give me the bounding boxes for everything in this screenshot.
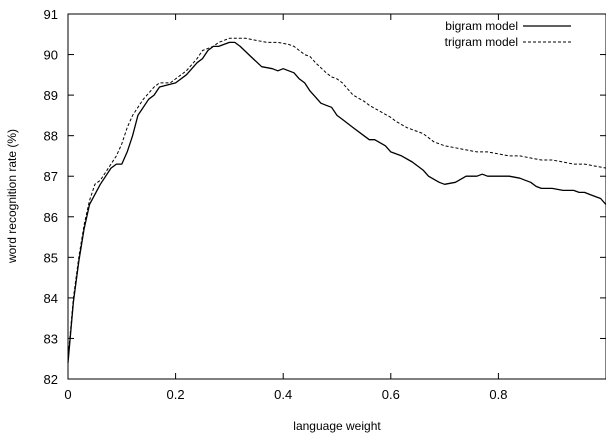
x-axis-ticks: 0 0.2 0.4 0.6 0.8 (64, 14, 507, 402)
y-tick-label: 91 (44, 7, 58, 22)
legend-label-bigram: bigram model (445, 19, 518, 33)
plot-frame (67, 13, 606, 380)
y-tick-label: 86 (44, 210, 58, 225)
x-axis-title: language weight (293, 419, 381, 433)
bigram-series-line (67, 41, 606, 363)
y-tick-label: 87 (44, 169, 58, 184)
x-tick-label: 0 (64, 387, 71, 402)
y-tick-label: 84 (44, 291, 58, 306)
y-tick-label: 89 (44, 88, 58, 103)
x-tick-label: 0.8 (489, 387, 507, 402)
x-tick-label: 0.6 (382, 387, 400, 402)
y-tick-label: 88 (44, 129, 58, 144)
legend-label-trigram: trigram model (445, 35, 518, 49)
y-tick-label: 83 (44, 331, 58, 346)
y-tick-label: 90 (44, 48, 58, 63)
y-tick-label: 85 (44, 250, 58, 265)
legend: bigram model trigram model (445, 19, 571, 49)
x-tick-label: 0.4 (274, 387, 292, 402)
trigram-series-line (67, 37, 606, 359)
series-lines (67, 37, 606, 363)
y-axis-ticks: 82 83 84 85 86 87 88 89 90 91 (44, 7, 606, 387)
y-axis-title: word recognition rate (%) (5, 129, 19, 264)
x-tick-label: 0.2 (167, 387, 185, 402)
y-tick-label: 82 (44, 372, 58, 387)
